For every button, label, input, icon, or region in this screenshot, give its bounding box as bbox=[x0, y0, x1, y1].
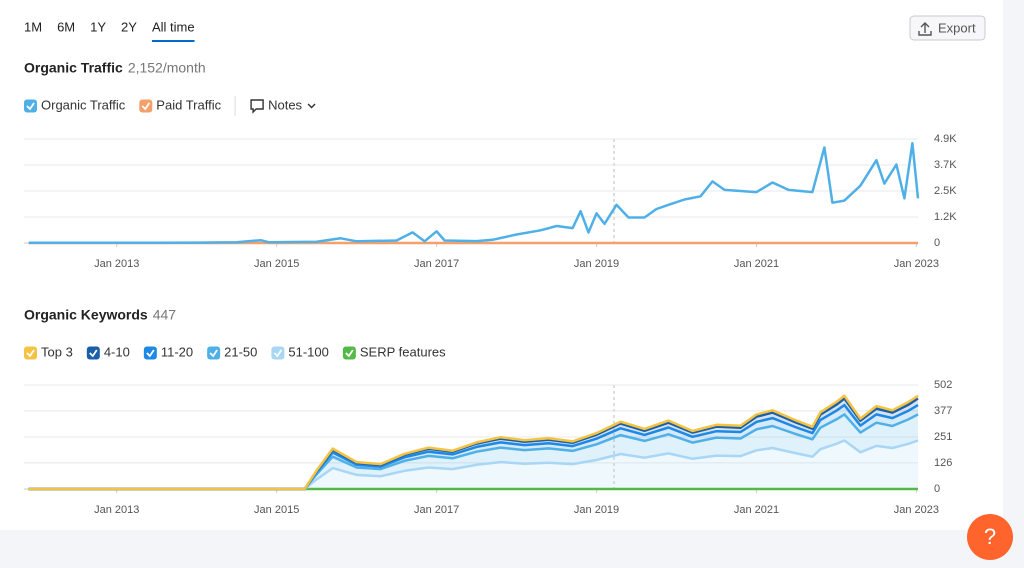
help-circle[interactable] bbox=[967, 514, 1013, 560]
legend-checkbox[interactable] bbox=[207, 346, 221, 360]
y-tick-label: 1.2K bbox=[934, 211, 957, 223]
y-tick-label: 126 bbox=[934, 457, 952, 469]
x-tick-label: Jan 2021 bbox=[734, 504, 779, 516]
x-tick-label: Jan 2013 bbox=[94, 504, 139, 516]
legend-check bbox=[26, 349, 35, 358]
chart-title: Organic Keywords bbox=[24, 307, 148, 323]
legend-label[interactable]: Organic Traffic bbox=[41, 97, 126, 112]
series-line bbox=[28, 141, 920, 245]
y-tick-label: 502 bbox=[934, 379, 952, 391]
legend-check bbox=[273, 349, 283, 358]
legend-label[interactable]: 11-20 bbox=[161, 344, 193, 359]
range-tab[interactable]: 6M bbox=[57, 19, 75, 34]
legend-label[interactable]: 51-100 bbox=[288, 344, 328, 359]
chart-subtitle: 2,152/month bbox=[128, 60, 206, 76]
y-tick-label: 0 bbox=[934, 237, 940, 249]
y-tick-label: 251 bbox=[934, 431, 952, 443]
series-area bbox=[28, 440, 919, 489]
export-button[interactable]: Export bbox=[909, 15, 986, 41]
range-tab[interactable]: 2Y bbox=[121, 19, 137, 34]
x-tick-label: Jan 2017 bbox=[414, 504, 459, 516]
x-tick-label: Jan 2021 bbox=[734, 258, 779, 270]
legend-check bbox=[146, 349, 155, 358]
y-tick-label: 2.5K bbox=[934, 185, 957, 197]
legend-label[interactable]: Top 3 bbox=[41, 344, 73, 359]
series-line bbox=[28, 403, 919, 491]
legend-checkbox[interactable] bbox=[24, 99, 37, 113]
legend-label[interactable]: SERP features bbox=[360, 344, 446, 359]
export-frame[interactable] bbox=[909, 15, 986, 41]
legend-check bbox=[345, 349, 354, 358]
notes-chevron bbox=[307, 103, 316, 109]
series-line bbox=[28, 439, 919, 491]
legend-check bbox=[141, 102, 151, 111]
legend-checkbox[interactable] bbox=[24, 346, 37, 360]
x-tick-label: Jan 2019 bbox=[574, 504, 619, 516]
series-area bbox=[28, 414, 919, 489]
x-tick-label: Jan 2017 bbox=[414, 258, 459, 270]
export-label[interactable]: Export bbox=[938, 20, 976, 35]
y-tick-label: 377 bbox=[934, 405, 952, 417]
legend-label[interactable]: 4-10 bbox=[104, 344, 130, 359]
range-tab[interactable]: 1M bbox=[24, 19, 42, 34]
range-tab[interactable]: All time bbox=[152, 19, 195, 34]
legend-check bbox=[209, 349, 218, 358]
legend-checkbox[interactable] bbox=[271, 346, 285, 360]
legend-check bbox=[26, 102, 35, 111]
legend-label[interactable]: Paid Traffic bbox=[156, 97, 221, 112]
x-tick-label: Jan 2015 bbox=[254, 258, 299, 270]
series-line bbox=[28, 394, 919, 491]
x-tick-label: Jan 2013 bbox=[94, 258, 139, 270]
notes-icon bbox=[250, 99, 264, 114]
x-tick-label: Jan 2015 bbox=[254, 504, 299, 516]
y-tick-label: 0 bbox=[934, 483, 940, 495]
legend-checkbox[interactable] bbox=[342, 346, 356, 360]
y-tick-label: 3.7K bbox=[934, 159, 957, 171]
legend-checkbox[interactable] bbox=[143, 346, 157, 360]
x-tick-label: Jan 2019 bbox=[574, 258, 619, 270]
help-button[interactable]: ? bbox=[967, 514, 1013, 560]
help-label[interactable]: ? bbox=[984, 524, 996, 549]
legend-checkbox[interactable] bbox=[86, 346, 100, 360]
range-tab[interactable]: 1Y bbox=[90, 19, 106, 34]
notes-button[interactable]: Notes bbox=[268, 97, 302, 112]
export-icon bbox=[918, 22, 932, 36]
x-tick-label: Jan 2023 bbox=[894, 504, 939, 516]
x-tick-label: Jan 2023 bbox=[894, 258, 939, 270]
chart-subtitle: 447 bbox=[153, 307, 177, 323]
legend-label[interactable]: 21-50 bbox=[224, 344, 257, 359]
chart-title: Organic Traffic bbox=[24, 60, 123, 76]
legend-check bbox=[89, 349, 98, 358]
y-tick-label: 4.9K bbox=[934, 133, 957, 145]
legend-checkbox[interactable] bbox=[139, 99, 153, 113]
series-line bbox=[28, 413, 919, 491]
